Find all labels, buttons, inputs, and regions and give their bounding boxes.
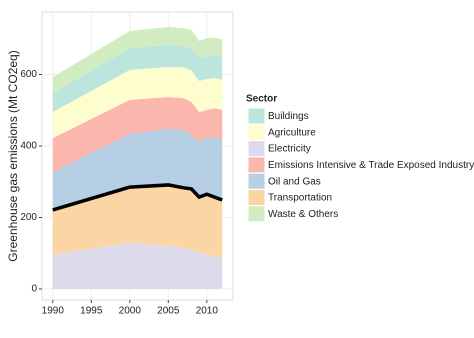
legend-label: Buildings [268, 111, 309, 122]
y-tick-label: 0 [31, 284, 37, 295]
legend-swatch [247, 205, 266, 223]
legend-swatch [247, 156, 266, 174]
y-tick-label: 600 [20, 69, 37, 80]
area [52, 44, 223, 113]
y-tick-label: 400 [20, 141, 37, 152]
area [52, 27, 223, 94]
legend-swatch [247, 107, 266, 125]
x-tick-label: 2000 [119, 306, 142, 317]
legend-swatch [247, 140, 266, 158]
area [52, 242, 223, 289]
x-tick-label: 1990 [42, 306, 65, 317]
area [52, 67, 223, 139]
y-tick-label: 200 [20, 212, 37, 223]
series-line [52, 183, 223, 212]
legend-title: Sector [246, 94, 277, 105]
legend-label: Electricity [268, 144, 311, 155]
x-tick-label: 2010 [196, 306, 219, 317]
legend-label: Emissions Intensive & Trade Exposed Indu… [268, 160, 474, 171]
legend-label: Agriculture [268, 127, 316, 138]
area [52, 128, 223, 210]
x-tick-label: 2005 [157, 306, 180, 317]
y-axis-label: Greenhouse gas emissions (Mt CO2eq) [6, 50, 20, 261]
legend-swatch [247, 172, 266, 190]
legend-swatch [247, 123, 266, 141]
legend-swatch [247, 189, 266, 206]
area [52, 184, 223, 258]
area [52, 97, 223, 173]
x-tick-label: 1995 [80, 306, 103, 317]
legend-label: Transportation [268, 193, 332, 204]
legend-label: Waste & Others [268, 209, 338, 220]
legend-label: Oil and Gas [268, 176, 321, 187]
